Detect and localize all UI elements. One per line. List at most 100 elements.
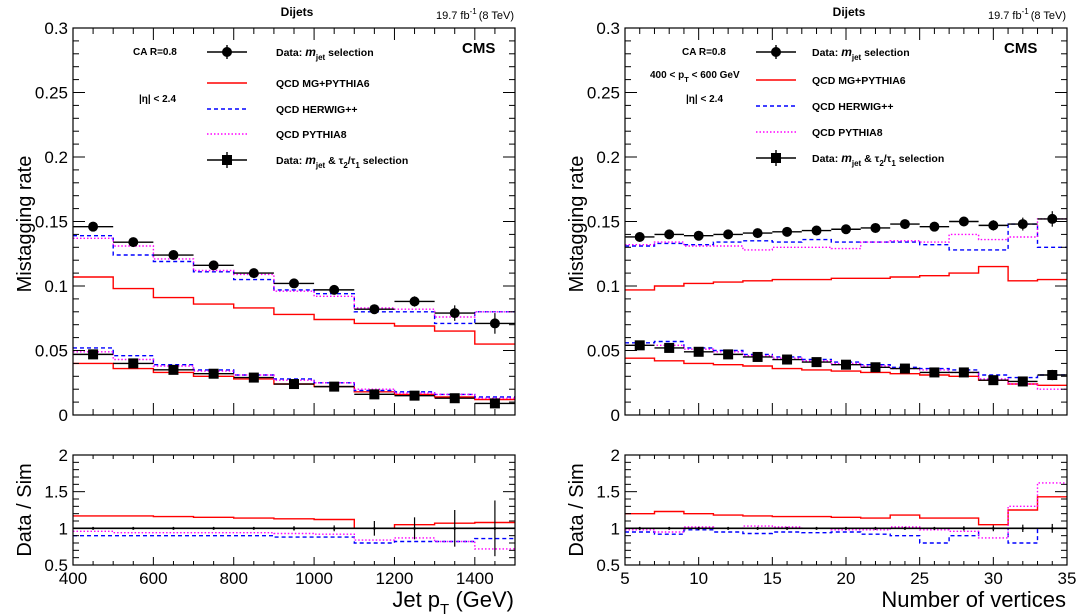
data-point-square <box>449 393 460 404</box>
legend-square-marker <box>222 155 232 165</box>
legend-herwig-label: QCD HERWIG++ <box>812 101 894 113</box>
y-tick-label: 2 <box>59 446 68 465</box>
data-point-dot <box>332 527 336 530</box>
data-point-square <box>128 358 139 369</box>
left-main-panel: Dijets 19.7 fb-1 (8 TeV) CMS CA R=0.8 |η|… <box>14 5 516 425</box>
y-tick-label: 1 <box>611 519 620 538</box>
y-tick-label: 0.25 <box>35 84 68 103</box>
legend-circle-marker <box>771 47 781 57</box>
data-point-dot <box>1021 527 1025 530</box>
legend-py8: QCD PYTHIA8 <box>207 129 347 141</box>
data-point-circle <box>899 219 910 230</box>
data-point-dot <box>172 527 175 530</box>
data-point-circle <box>369 304 380 315</box>
data-point-square <box>899 363 910 374</box>
right-main-points <box>625 211 1067 387</box>
data-point-dot <box>131 527 135 530</box>
data-point-circle <box>693 230 704 241</box>
data-point-dot <box>91 527 95 530</box>
legend-herwig: QCD HERWIG++ <box>207 104 358 116</box>
series-py8-mjet-line <box>625 218 1067 251</box>
data-point-circle <box>782 226 793 237</box>
right-ratio-ylabel: Data / Sim <box>566 463 588 556</box>
legend-py8-label: QCD PYTHIA8 <box>276 129 347 141</box>
data-point-circle <box>870 222 881 233</box>
data-point-square <box>489 398 500 409</box>
left-header-title: Dijets <box>281 5 314 19</box>
data-point-dot <box>933 527 936 530</box>
legend-mg: QCD MG+PYTHIA6 <box>756 75 906 87</box>
series-py8-line <box>73 530 515 550</box>
plot-frame <box>624 454 1068 566</box>
right-xlabel: Number of vertices <box>881 587 1066 612</box>
left-main-series <box>73 235 515 401</box>
x-tick-label: 20 <box>837 569 856 588</box>
data-point-square <box>208 368 219 379</box>
x-tick-label: 600 <box>139 569 167 588</box>
y-tick-label: 0.15 <box>35 213 68 232</box>
data-point-circle <box>248 268 259 279</box>
right-ratio-points <box>638 523 1054 533</box>
legend-data-mjet-label: Data: mjet selection <box>812 45 910 62</box>
legend-py8: QCD PYTHIA8 <box>756 127 883 139</box>
series-py8-mjet-line <box>73 237 515 318</box>
data-point-circle <box>634 231 645 242</box>
legend-mg-label: QCD MG+PYTHIA6 <box>276 78 370 90</box>
left-ratio-ytick-labels: 0.5 1 1.5 2 <box>44 446 68 575</box>
y-tick-label: 0.1 <box>44 277 68 296</box>
x-tick-label: 5 <box>620 569 629 588</box>
data-point-square <box>929 367 940 378</box>
x-tick-label: 35 <box>1058 569 1077 588</box>
legend-data-tau: Data: mjet & τ2/τ1 selection <box>207 152 408 170</box>
data-point-dot <box>992 527 995 530</box>
series-herwig-mjet-line <box>625 223 1067 251</box>
series-herwig-tau-line <box>73 347 515 398</box>
data-point-dot <box>667 527 671 530</box>
left-ratio-panel: Data / Sim 0.5 1 1.5 2 400 600 800 1000 1200 140… <box>14 446 516 616</box>
right-main-panel: Dijets 19.7 fb-1 (8 TeV) CMS CA R=0.8 400… <box>566 5 1068 425</box>
y-tick-label: 0.15 <box>587 213 620 232</box>
data-point-dot <box>493 527 497 530</box>
x-tick-label: 25 <box>910 569 929 588</box>
y-tick-label: 0 <box>59 406 68 425</box>
data-point-square <box>958 367 969 378</box>
legend-data-tau: Data: mjet & τ2/τ1 selection <box>756 150 944 168</box>
legend-data-mjet: Data: mjet selection <box>207 45 374 62</box>
right-annotation-pt: 400 < pT < 600 GeV <box>650 70 740 84</box>
left-main-axes <box>72 27 516 416</box>
data-point-dot <box>453 527 457 530</box>
y-tick-label: 2 <box>611 446 620 465</box>
data-point-dot <box>874 527 877 530</box>
y-tick-label: 0.25 <box>587 84 620 103</box>
data-point-circle <box>88 221 99 232</box>
series-herwig-tau-line <box>625 340 1067 379</box>
data-point-circle <box>664 229 675 240</box>
data-point-circle <box>958 216 969 227</box>
data-point-circle <box>289 278 299 289</box>
data-point-dot <box>726 527 730 530</box>
right-ratio-panel: Data / Sim 0.5 1 1.5 2 5 10 15 20 25 30 35 Number… <box>566 446 1076 612</box>
x-tick-label: 10 <box>689 569 708 588</box>
x-tick-label: 1200 <box>376 569 414 588</box>
left-cms-label: CMS <box>462 40 495 57</box>
series-mg-line <box>625 496 1067 526</box>
data-point-circle <box>489 318 500 329</box>
x-tick-label: 30 <box>984 569 1003 588</box>
data-point-circle <box>929 221 940 232</box>
data-point-dot <box>756 527 759 530</box>
data-point-circle <box>128 237 139 248</box>
left-legend: Data: mjet selection QCD MG+PYTHIA6 QCD … <box>207 45 408 170</box>
left-xlabel: Jet pT (GeV) <box>392 587 514 616</box>
y-tick-label: 0.2 <box>44 148 68 167</box>
right-main-series <box>625 218 1067 390</box>
y-tick-label: 0.5 <box>596 556 620 575</box>
legend-data-tau-label: Data: mjet & τ2/τ1 selection <box>812 151 944 168</box>
legend-data-mjet-label: Data: mjet selection <box>276 45 374 62</box>
y-tick-label: 1.5 <box>44 483 68 502</box>
data-point-dot <box>373 527 376 530</box>
data-point-square <box>841 359 851 370</box>
right-ratio-series <box>625 482 1067 544</box>
right-legend: Data: mjet selection QCD MG+PYTHIA6 QCD … <box>756 45 944 168</box>
data-point-square <box>369 389 380 400</box>
